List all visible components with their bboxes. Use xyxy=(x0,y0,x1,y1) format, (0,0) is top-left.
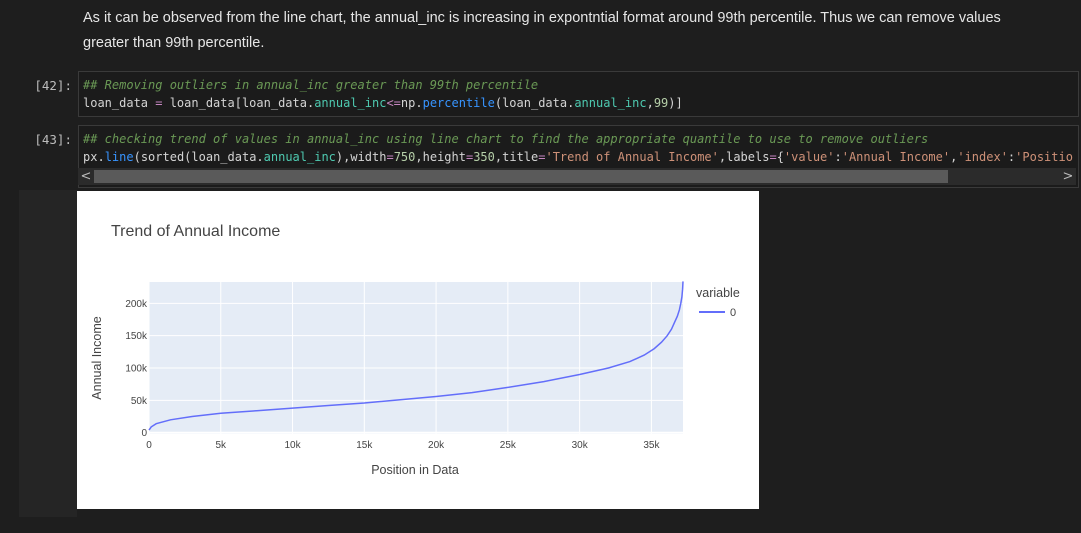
scroll-right-arrow-icon[interactable]: > xyxy=(1062,169,1074,184)
series-line-0[interactable] xyxy=(148,281,684,431)
code-cell-42[interactable] xyxy=(78,71,1079,117)
scroll-left-arrow-icon[interactable]: < xyxy=(80,169,92,184)
x-tick-label: 15k xyxy=(356,440,373,451)
scrollbar-thumb[interactable] xyxy=(94,170,948,183)
x-tick-label: 10k xyxy=(284,440,301,451)
x-tick-label: 20k xyxy=(428,440,445,451)
plot-output: Trend of Annual Income 0 5k 10k 15k 20k 25k 30… xyxy=(77,191,759,509)
legend-item-label[interactable]: 0 xyxy=(730,307,736,319)
x-tick-label: 30k xyxy=(572,440,589,451)
y-tick-label: 50k xyxy=(131,396,148,407)
markdown-text: As it can be observed from the line char… xyxy=(83,10,1001,51)
code-line: loan_data = loan_data[loan_data.annual_i… xyxy=(83,96,683,110)
output-gutter xyxy=(19,190,77,517)
y-tick-label: 100k xyxy=(125,364,148,375)
y-tick-label: 200k xyxy=(125,299,148,310)
y-tick-labels: 0 50k 100k 150k 200k xyxy=(125,299,148,439)
x-gridlines xyxy=(148,282,652,434)
x-tick-label: 5k xyxy=(215,440,227,451)
line-chart: Trend of Annual Income 0 5k 10k 15k 20k 25k 30… xyxy=(90,223,740,477)
legend-title: variable xyxy=(696,286,740,300)
y-axis-label: Annual Income xyxy=(90,316,104,399)
x-tick-label: 25k xyxy=(500,440,517,451)
y-tick-label: 150k xyxy=(125,331,148,342)
code-comment-line: ## Removing outliers in annual_inc great… xyxy=(83,78,539,92)
y-tick-label: 0 xyxy=(141,428,147,439)
code-line: px.line(sorted(loan_data.annual_inc),wid… xyxy=(83,150,1073,164)
plot-background xyxy=(149,282,683,434)
x-tick-label: 0 xyxy=(146,440,152,451)
x-axis-label: Position in Data xyxy=(371,463,459,477)
x-tick-labels: 0 5k 10k 15k 20k 25k 30k 35k xyxy=(146,440,660,451)
chart-title: Trend of Annual Income xyxy=(111,223,280,240)
y-gridlines xyxy=(149,302,683,434)
x-tick-label: 35k xyxy=(643,440,660,451)
code-comment-line: ## checking trend of values in annual_in… xyxy=(83,132,929,146)
horizontal-scrollbar[interactable]: < > xyxy=(78,168,1076,185)
cell-prompt-42: [42]: xyxy=(34,78,72,93)
cell-prompt-43: [43]: xyxy=(34,132,72,147)
